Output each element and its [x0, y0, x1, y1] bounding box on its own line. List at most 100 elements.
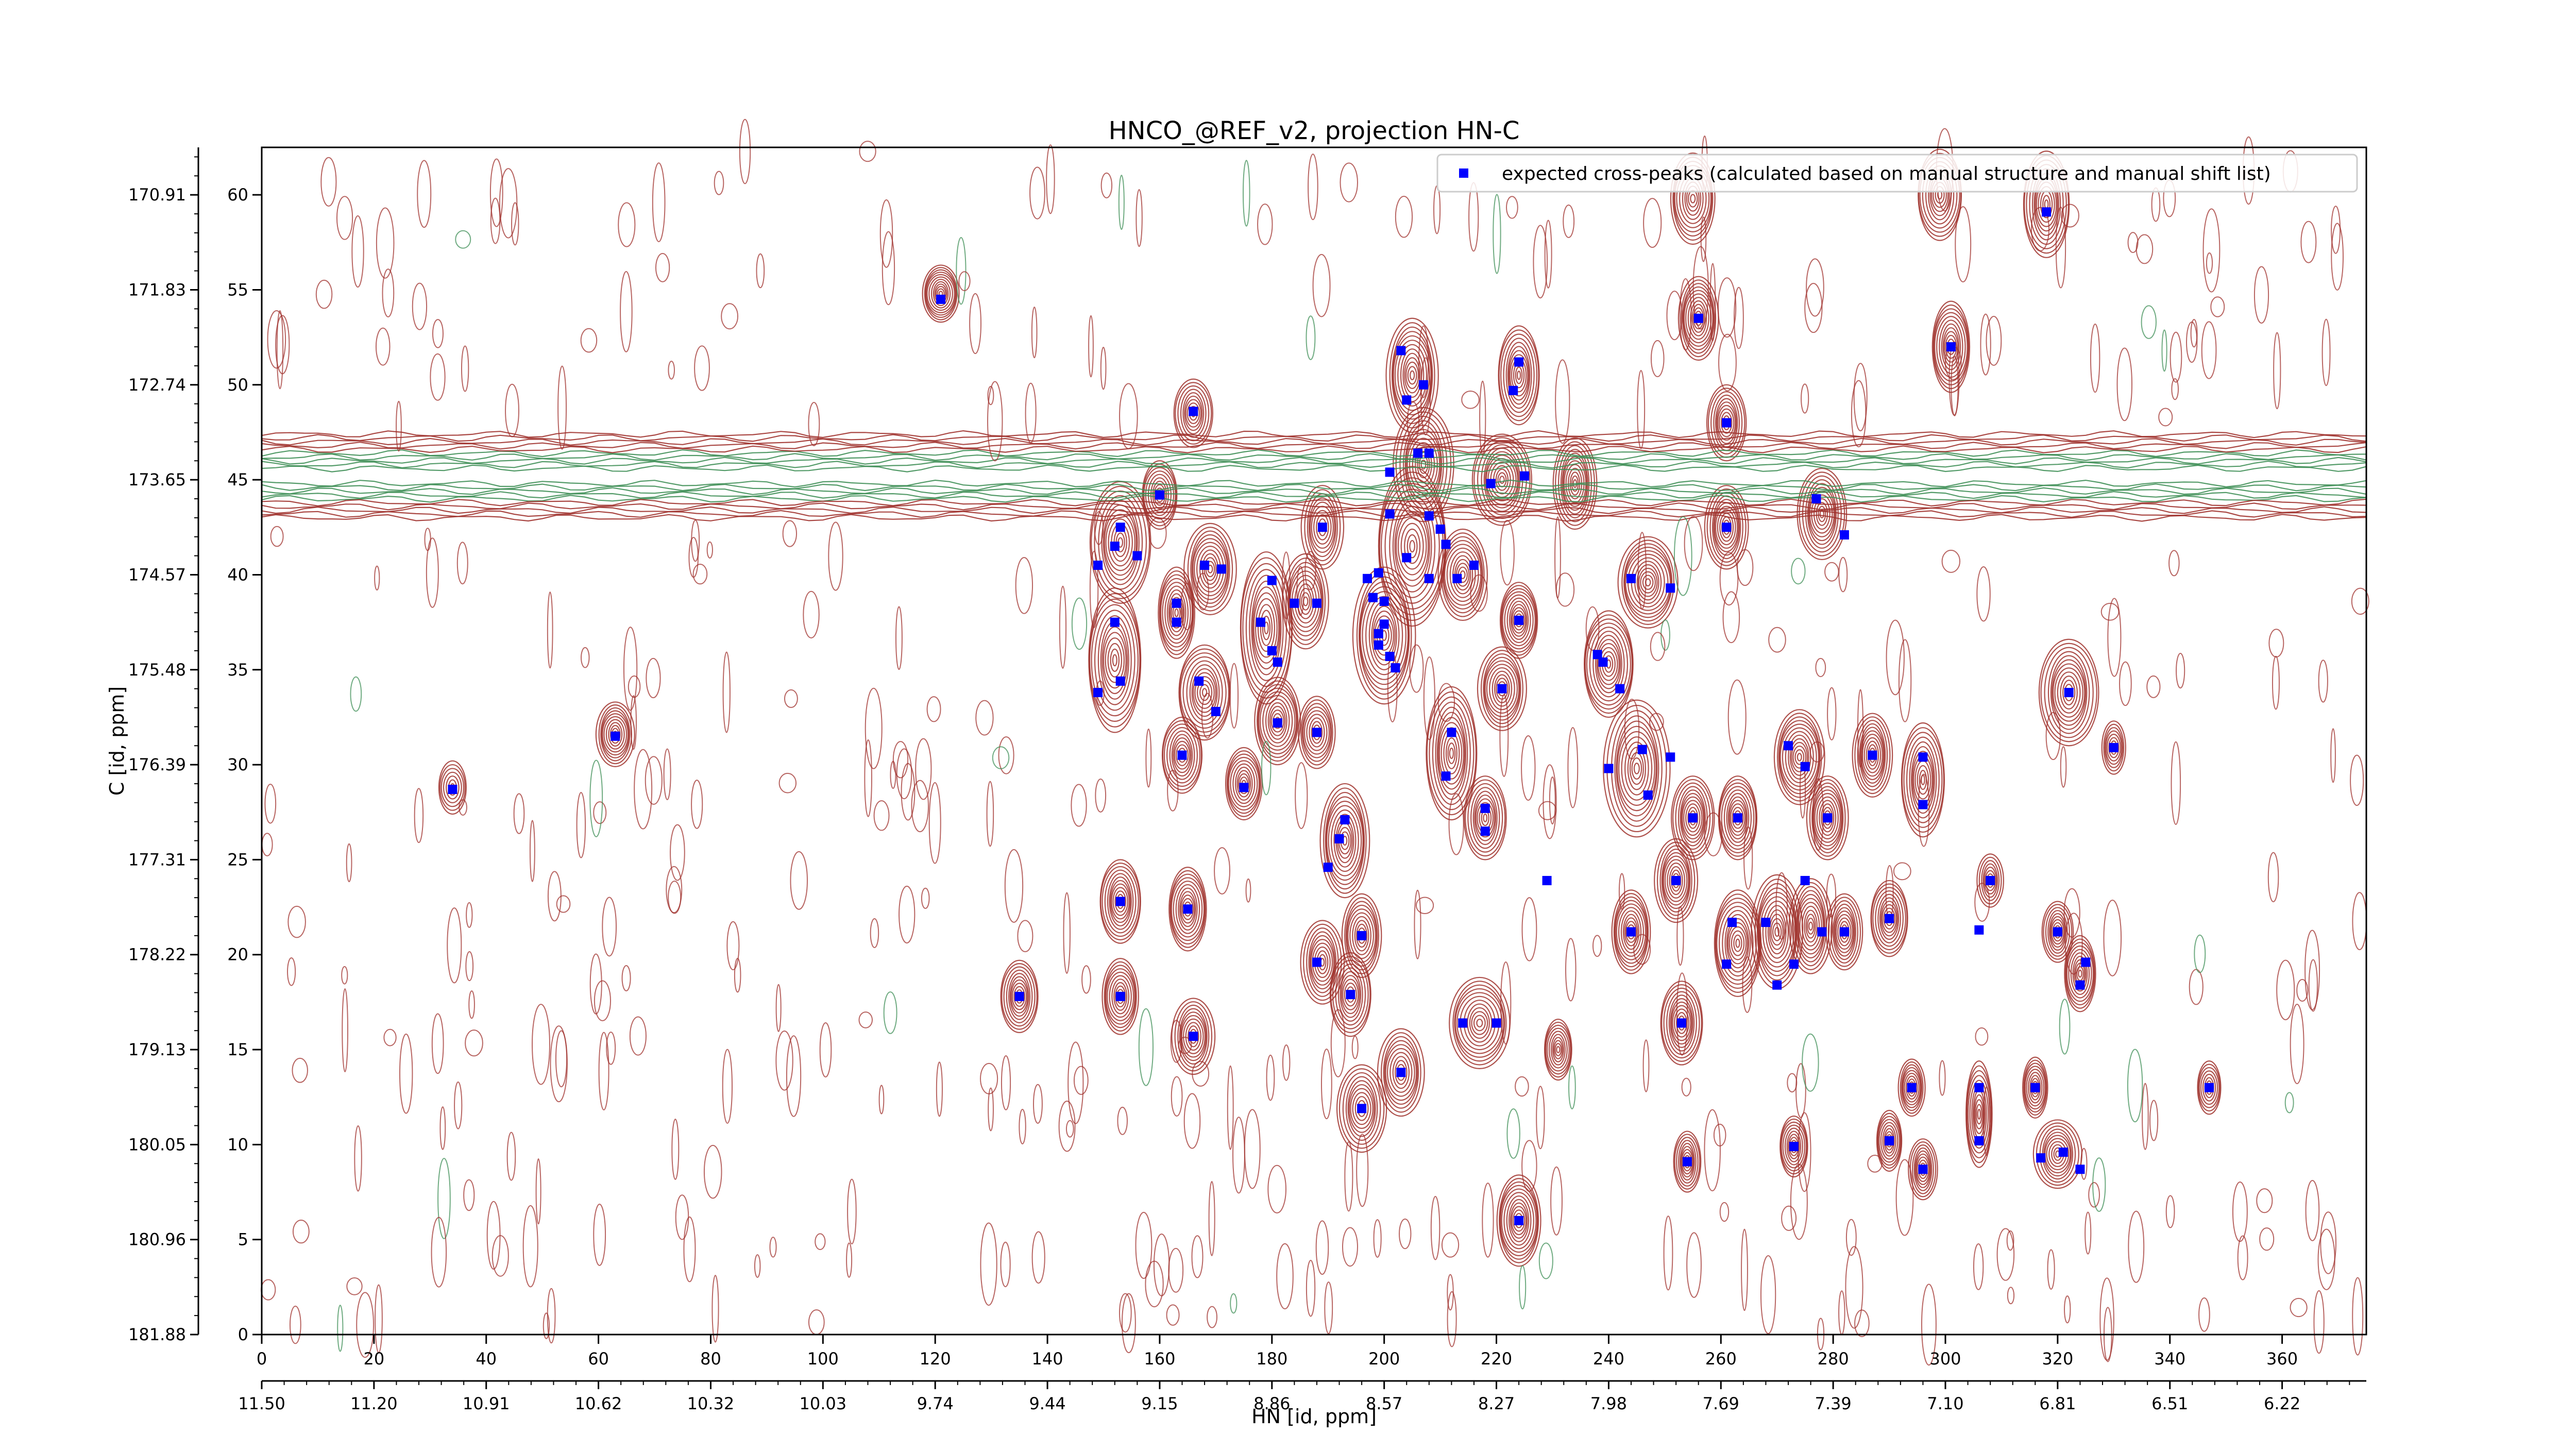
expected-cross-peak-marker: [936, 294, 946, 304]
contour-line: [1404, 528, 1421, 564]
contour-line: [1662, 852, 1690, 909]
noise-contour: [532, 1004, 550, 1085]
contour-line: [1555, 441, 1595, 526]
contour-line: [609, 724, 621, 744]
contour-line: [1181, 898, 1194, 920]
noise-contour: [1951, 356, 1959, 416]
contour-line: [1356, 571, 1412, 700]
noise-contour: [815, 1233, 826, 1251]
noise-contour: [1853, 363, 1868, 432]
contour-line: [2028, 1072, 2043, 1104]
contour-line: [1880, 1122, 1899, 1160]
contour-line: [1003, 966, 1036, 1027]
noise-contour: [375, 1284, 383, 1354]
expected-cross-peak-marker: [1783, 741, 1793, 751]
secondary-y-tick-label: 180.05: [128, 1135, 186, 1154]
contour-line: [1505, 342, 1532, 409]
noise-contour: [529, 820, 535, 882]
baseline-artifact-band: [261, 430, 2367, 522]
expected-cross-peak-marker: [2036, 1153, 2046, 1163]
noise-contour: [2142, 1083, 2149, 1150]
noise-contour: [292, 1057, 308, 1083]
contour-line: [1492, 670, 1513, 707]
contour-layer: [260, 119, 2369, 1366]
noise-contour: [734, 957, 741, 993]
noise-contour: [1071, 784, 1087, 827]
noise-contour: [988, 1087, 994, 1132]
contour-line: [1010, 979, 1028, 1014]
noise-contour: [2300, 221, 2317, 263]
contour-line: [1616, 726, 1657, 812]
contour-line: [1309, 717, 1325, 748]
y-tick-label: 45: [227, 470, 248, 490]
noise-contour: [775, 1030, 793, 1091]
expected-cross-peak-marker: [1115, 676, 1125, 686]
noise-contour: [1536, 1086, 1545, 1150]
noise-contour: [2088, 1182, 2100, 1208]
contour-line: [1978, 856, 2002, 905]
contour-line: [1674, 1134, 1701, 1190]
noise-contour: [1373, 1219, 1382, 1258]
noise-contour: [1067, 1041, 1084, 1124]
noise-contour: [1004, 849, 1024, 923]
contour-line: [1548, 1031, 1568, 1069]
contour-line: [1717, 404, 1736, 441]
baseline-contour-line: [261, 491, 2367, 499]
contour-peak: [1611, 889, 1651, 974]
noise-contour: [1461, 390, 1480, 409]
contour-line: [1309, 501, 1335, 553]
noise-contour: [1409, 644, 1424, 693]
contour-line: [2022, 1056, 2048, 1119]
contour-line: [1770, 918, 1784, 946]
contour-line: [2065, 938, 2095, 1009]
contour-line: [2044, 647, 2094, 738]
secondary-x-tick-label: 11.20: [350, 1394, 398, 1413]
noise-contour: [769, 1237, 777, 1258]
contour-line: [1981, 860, 2000, 901]
noise-contour: [1046, 144, 1055, 214]
noise-contour: [1976, 566, 1991, 622]
contour-line: [1300, 699, 1333, 766]
contour-line: [1473, 437, 1531, 522]
contour-line: [1443, 539, 1483, 610]
noise-contour: [2290, 1297, 2308, 1318]
contour-line: [1860, 727, 1885, 784]
noise-contour: [2100, 602, 2120, 621]
expected-cross-peak-marker: [1520, 471, 1529, 481]
noise-contour: [2176, 653, 2185, 689]
expected-cross-peak-marker: [1391, 663, 1400, 673]
contour-line: [1716, 401, 1737, 444]
noise-contour: [711, 1275, 719, 1343]
noise-contour: [2060, 204, 2079, 228]
noise-contour: [606, 1032, 616, 1065]
expected-cross-peak-marker: [1918, 752, 1928, 762]
noise-contour: [431, 1013, 444, 1074]
noise-contour: [594, 980, 612, 1021]
contour-line: [1688, 190, 1698, 208]
contour-line: [1797, 753, 1802, 762]
contour-line: [1511, 607, 1527, 634]
contour-line: [1727, 922, 1749, 965]
contour-line: [1412, 442, 1435, 487]
noise-contour: [2253, 266, 2269, 324]
expected-cross-peak-marker: [1722, 522, 1732, 532]
contour-line: [1805, 914, 1816, 939]
contour-line: [1809, 779, 1846, 857]
noise-contour: [873, 800, 890, 831]
noise-contour: [1448, 793, 1464, 855]
contour-line: [1500, 585, 1537, 656]
noise-contour: [2304, 930, 2320, 1010]
contour-line: [1912, 1144, 1934, 1194]
contour-line: [1908, 1138, 1938, 1201]
noise-contour: [1637, 369, 1646, 449]
expected-cross-peak-marker: [1194, 676, 1204, 686]
contour-line: [1341, 975, 1360, 1015]
expected-cross-peak-marker: [1666, 752, 1675, 762]
contour-line: [1111, 978, 1130, 1015]
noise-contour: [287, 957, 296, 986]
legend-marker: [1459, 168, 1468, 178]
contour-line: [1728, 926, 1747, 960]
secondary-x-tick-label: 9.44: [1029, 1394, 1065, 1413]
contour-line: [1625, 921, 1637, 943]
expected-cross-peak-marker: [1312, 728, 1321, 737]
